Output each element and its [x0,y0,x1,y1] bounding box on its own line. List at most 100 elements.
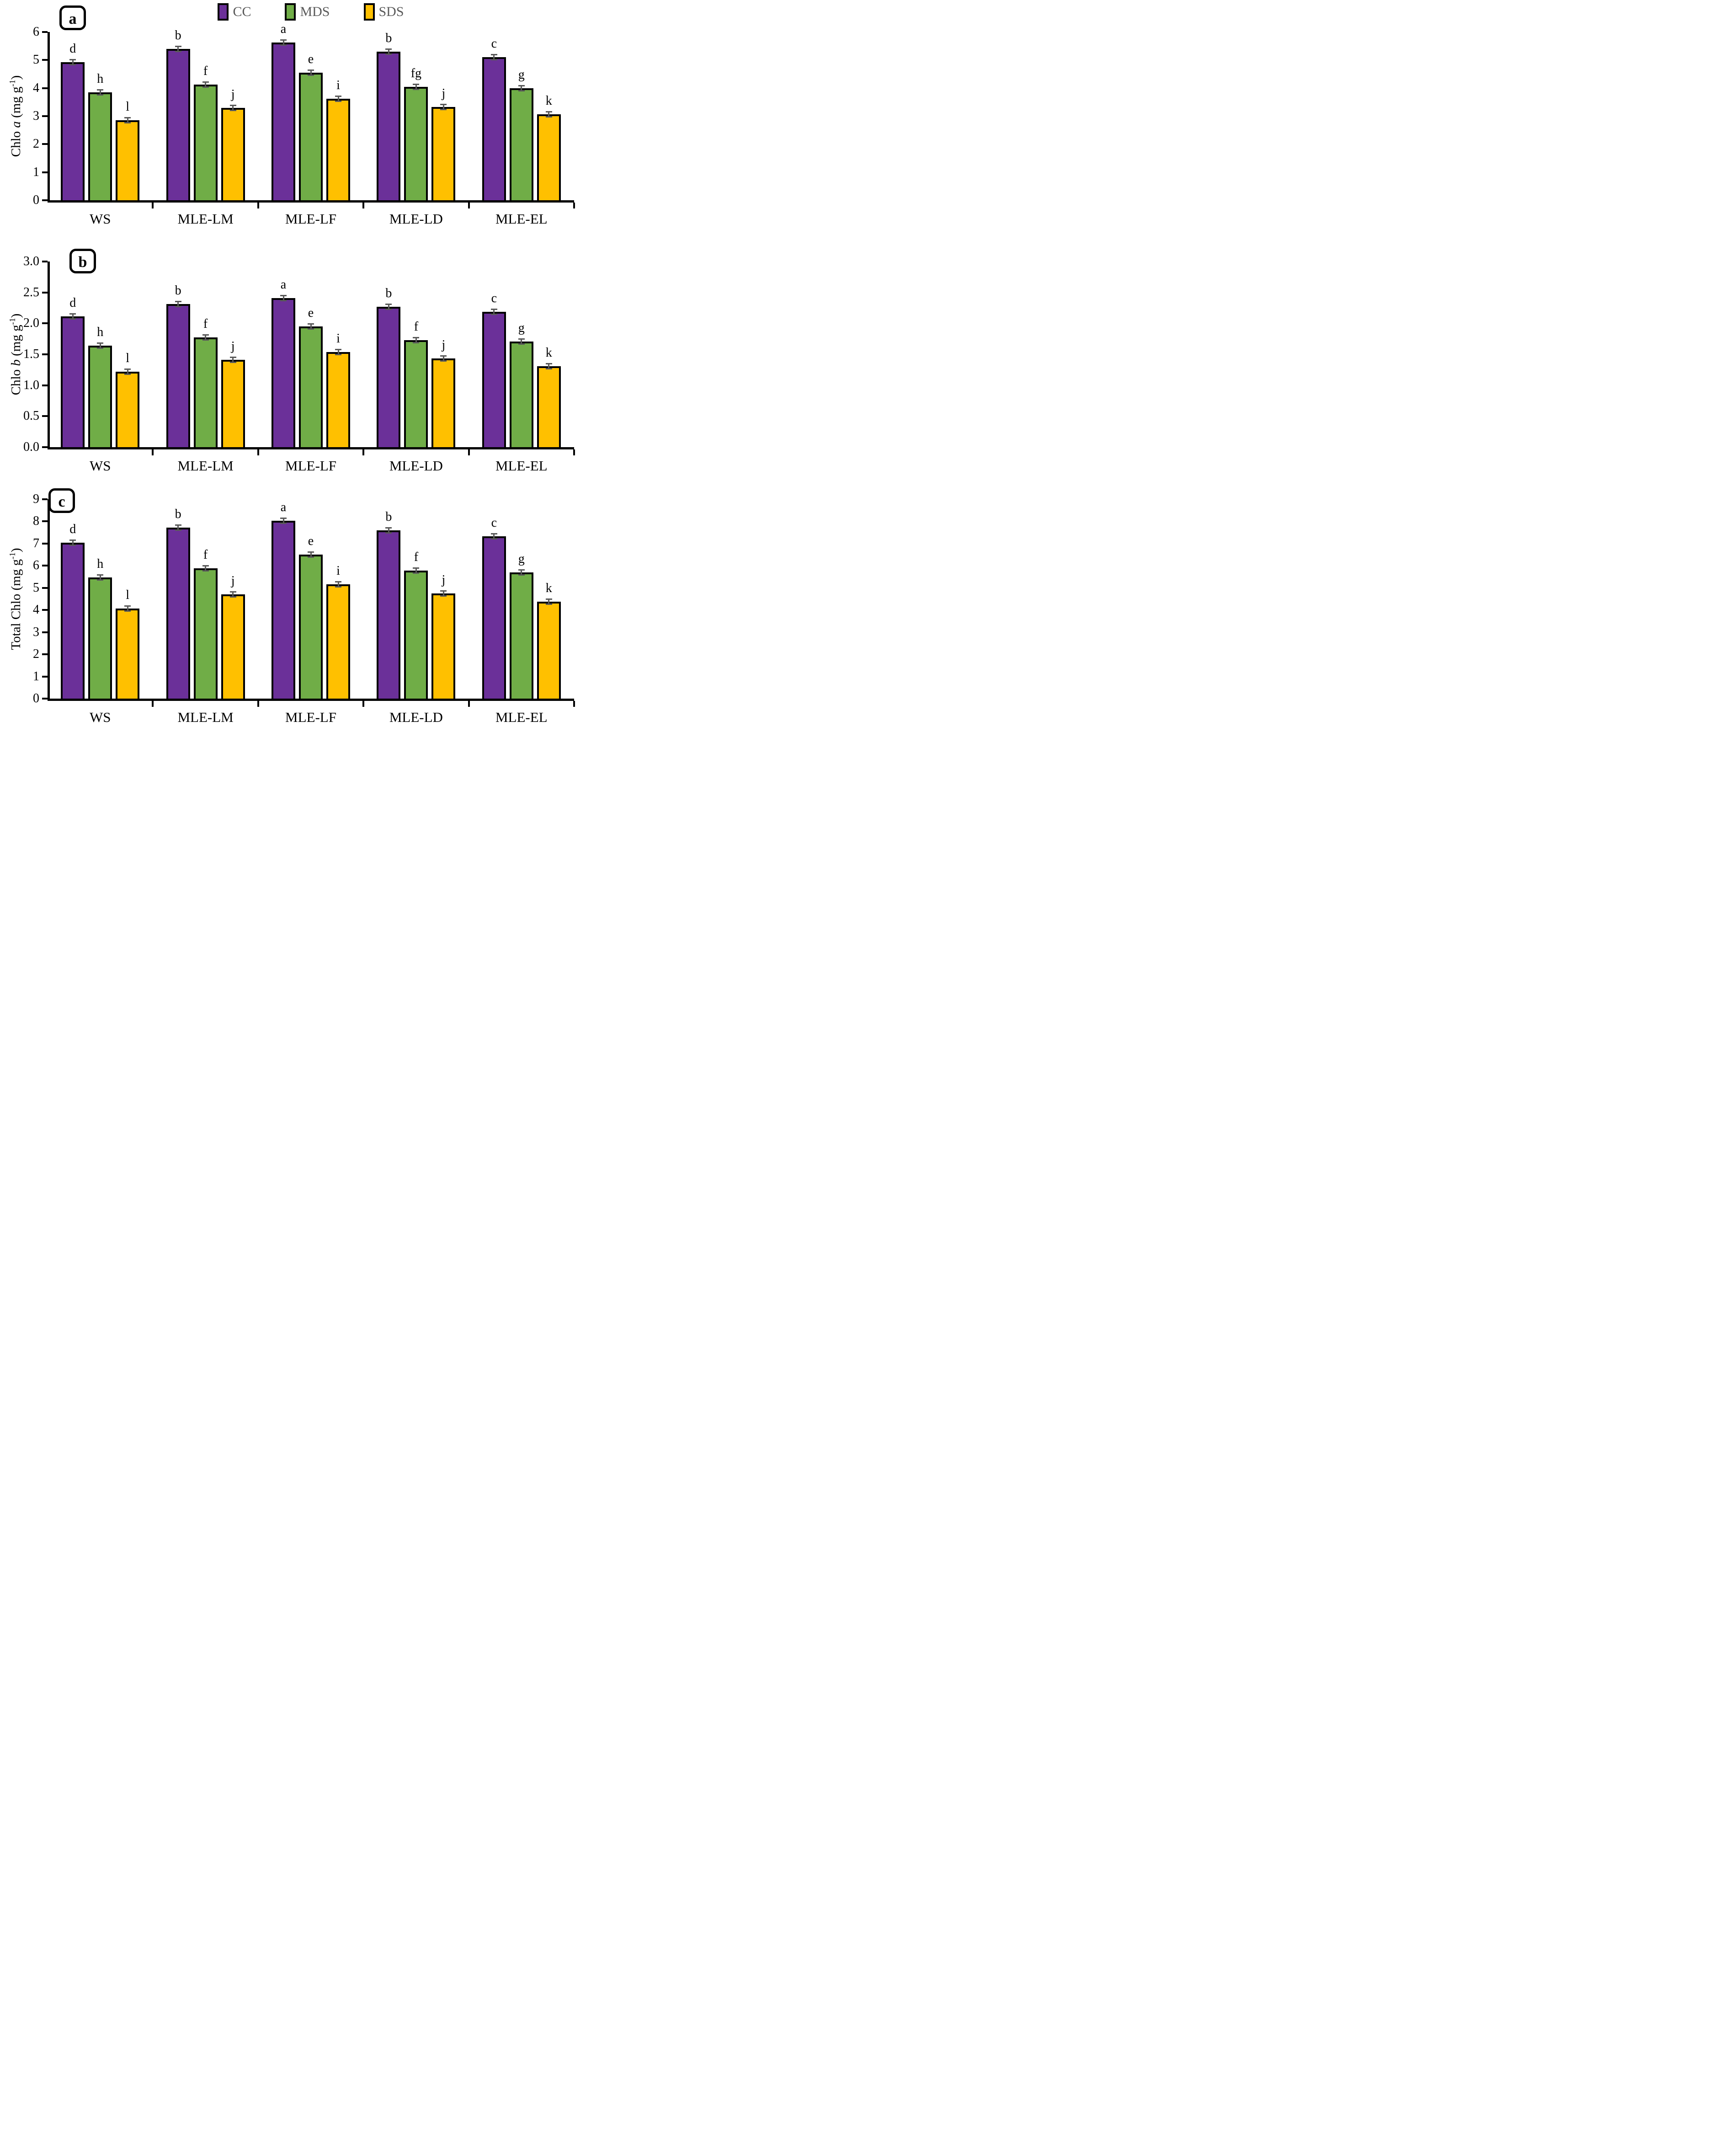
error-bar-cap-top [97,342,104,344]
error-bar [337,96,339,101]
bar-MDS-MLE-LF [299,326,323,449]
bar-CC-MLE-EL [482,536,506,700]
y-tick [42,384,48,386]
bar-CC-WS [61,543,85,700]
error-bar [521,85,522,91]
sig-letter-MDS-MLE-LD: f [414,319,419,334]
error-bar-cap-top [490,54,497,56]
y-tick-label: 1 [33,669,39,684]
sig-letter-MDS-MLE-LF: e [308,306,314,320]
bar-MDS-MLE-LM [193,337,218,449]
panel-label: c [58,493,65,510]
error-bar [99,89,101,95]
error-bar-cap-top [229,357,236,358]
error-bar-cap-top [202,334,209,336]
legend-item-CC: CC [218,3,251,21]
error-bar-cap-bottom [229,596,236,598]
bar-MDS-WS [88,92,112,202]
x-category-label: MLE-EL [495,709,548,725]
error-bar-cap-bottom [335,353,341,355]
error-bar [99,574,101,580]
error-bar-cap-bottom [440,360,447,362]
sig-letter-CC-MLE-LD: b [385,509,392,524]
error-bar-cap-bottom [518,343,525,345]
x-tick [152,449,154,455]
sig-letter-CC-WS: d [69,522,76,537]
y-tick [42,587,48,589]
error-bar [177,525,179,530]
error-bar-cap-top [69,313,76,315]
x-tick [257,203,259,208]
sig-letter-MDS-MLE-LD: f [414,550,419,564]
y-tick-label: 4 [33,603,39,617]
y-tick [42,261,48,262]
sig-letter-MDS-MLE-EL: g [518,320,525,335]
error-bar [310,324,312,330]
x-tick [573,701,575,707]
bar-MDS-MLE-LF [299,555,323,700]
error-bar-cap-bottom [335,100,341,102]
error-bar-cap-bottom [175,306,181,308]
bar-CC-MLE-LF [272,43,295,202]
error-bar-cap-bottom [308,74,314,76]
error-bar [548,363,550,369]
x-category-label: MLE-LF [285,709,336,725]
error-bar [442,590,444,596]
error-bar [548,599,550,605]
error-bar-cap-bottom [545,604,552,605]
sig-letter-SDS-MLE-LF: i [336,563,340,578]
error-bar-cap-top [545,598,552,600]
error-bar [232,357,234,363]
bar-SDS-MLE-LD [431,593,456,700]
error-bar-cap-top [280,517,287,519]
error-bar [388,304,389,310]
y-tick-label: 3.0 [23,254,39,268]
y-tick [42,520,48,523]
sig-letter-SDS-MLE-LM: j [231,339,235,354]
sig-letter-MDS-MLE-LM: f [203,64,208,79]
error-bar-cap-top [124,605,131,607]
error-bar-cap-top [440,355,447,357]
error-bar-cap-bottom [229,362,236,363]
bar-MDS-MLE-LD [404,86,428,202]
sig-letter-CC-WS: d [69,42,76,56]
error-bar-cap-top [280,294,287,296]
error-bar-cap-bottom [97,347,104,349]
error-bar [127,369,128,374]
y-tick [42,291,48,294]
y-tick [42,115,48,117]
legend-label: CC [233,4,251,19]
error-bar-cap-bottom [280,522,287,524]
error-bar-cap-bottom [518,90,525,91]
y-tick-label: 1 [33,165,39,179]
sig-letter-MDS-MLE-LF: e [308,534,314,549]
panel-label-box-c: c [48,488,75,513]
sig-letter-SDS-MLE-EL: k [545,581,552,596]
error-bar [72,540,74,546]
y-tick [42,415,48,417]
y-tick-label: 3 [33,109,39,123]
error-bar-cap-top [69,59,76,61]
bar-MDS-MLE-EL [509,572,533,700]
panel-label: b [78,254,87,271]
error-bar [310,552,312,558]
sig-letter-CC-MLE-LF: a [280,500,287,514]
error-bar [337,349,339,355]
x-category-label: MLE-LF [285,211,336,227]
error-bar-cap-bottom [124,610,131,612]
error-bar-cap-top [175,301,181,303]
sig-letter-MDS-MLE-LF: e [308,52,314,66]
sig-letter-CC-MLE-LM: b [175,507,181,521]
error-bar-cap-bottom [97,579,104,581]
error-bar-cap-top [308,551,314,553]
y-tick-label: 2.5 [23,285,39,299]
bar-SDS-MLE-EL [537,114,561,202]
error-bar-cap-top [229,591,236,593]
x-category-label: WS [89,709,111,725]
bar-CC-WS [61,62,85,202]
sig-letter-CC-WS: d [69,296,76,310]
bar-SDS-MLE-LF [326,352,350,449]
error-bar [177,301,179,307]
bar-SDS-MLE-LF [326,98,350,202]
legend-item-MDS: MDS [285,3,330,21]
